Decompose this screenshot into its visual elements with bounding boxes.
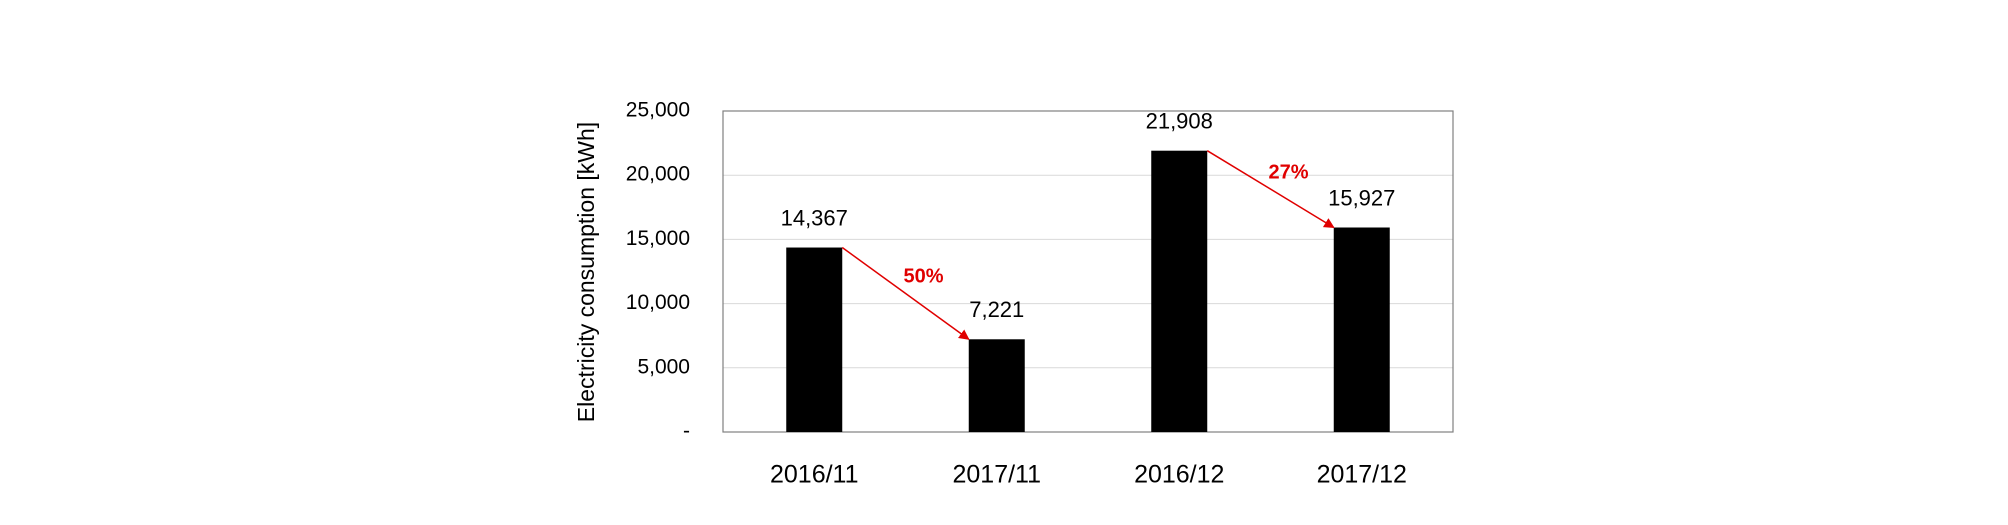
y-tick-label: 25,000 xyxy=(626,99,690,122)
bar xyxy=(968,339,1025,432)
data-label: 21,908 xyxy=(1146,109,1213,134)
data-label: 15,927 xyxy=(1328,185,1395,210)
y-tick-label: 10,000 xyxy=(626,291,690,314)
annotation-arrow xyxy=(841,246,970,340)
bar xyxy=(786,247,843,432)
x-tick-label: 2016/12 xyxy=(1134,461,1224,489)
data-label: 7,221 xyxy=(969,297,1024,322)
y-tick-label: 5,000 xyxy=(637,355,690,378)
y-tick-label: 15,000 xyxy=(626,227,690,250)
bar xyxy=(1151,150,1208,432)
data-label: 14,367 xyxy=(781,205,848,230)
plot-border xyxy=(722,110,1454,433)
y-tick-label: - xyxy=(683,420,690,443)
x-tick-label: 2016/11 xyxy=(770,461,859,489)
y-tick-label: 20,000 xyxy=(626,163,690,186)
annotation-label: 27% xyxy=(1268,161,1308,183)
x-tick-label: 2017/12 xyxy=(1317,461,1407,489)
y-axis-label: Electricity consumption [kWh] xyxy=(573,122,599,422)
x-tick-label: 2017/11 xyxy=(952,461,1041,489)
annotation-label: 50% xyxy=(903,266,943,288)
annotation-arrow xyxy=(1206,150,1335,229)
bar xyxy=(1333,227,1390,432)
